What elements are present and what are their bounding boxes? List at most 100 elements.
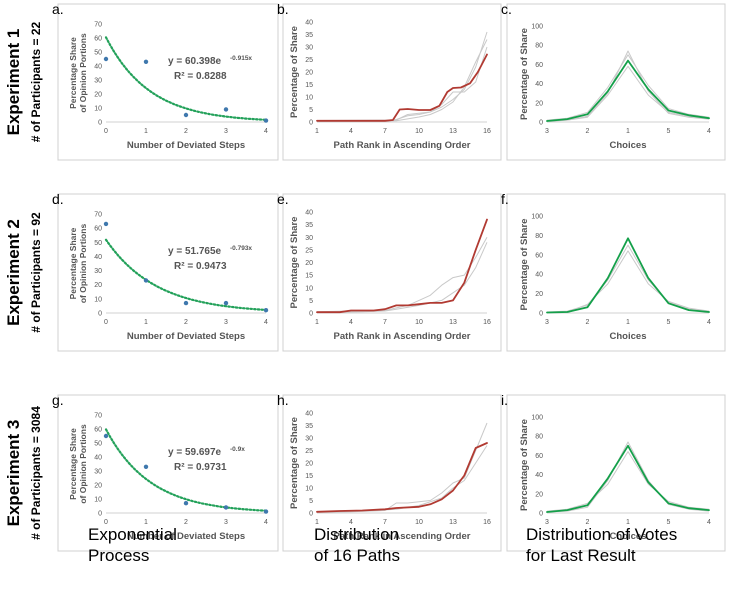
row-label-participants: # of Participants = 92	[29, 212, 43, 333]
ghost-series-line	[316, 39, 488, 122]
data-point	[103, 56, 109, 62]
y-tick-label: 60	[535, 62, 543, 69]
panel-letter: a.	[52, 1, 64, 17]
y-tick-label: 100	[531, 24, 543, 31]
main-series-line	[316, 442, 488, 513]
trend-equation: y = 51.765e	[168, 246, 222, 257]
y-tick-label: 0	[309, 311, 313, 318]
y-tick-label: 70	[94, 22, 102, 29]
y-tick-label: 30	[305, 436, 313, 443]
x-tick-label: 3	[545, 519, 549, 526]
y-tick-label: 40	[535, 472, 543, 479]
y-tick-label: 25	[305, 247, 313, 254]
y-tick-label: 20	[535, 491, 543, 498]
y-tick-label: 0	[539, 311, 543, 318]
y-tick-label: 35	[305, 32, 313, 39]
y-axis-title: Percentage of Share	[519, 419, 530, 511]
x-tick-label: 1	[315, 319, 319, 326]
main-series-line	[546, 444, 710, 513]
x-tick-label: 1	[144, 319, 148, 326]
y-tick-label: 10	[305, 95, 313, 102]
ghost-series-line	[546, 65, 710, 122]
x-axis-title: Number of Deviated Steps	[127, 140, 245, 151]
y-tick-label: 40	[305, 20, 313, 27]
y-tick-label: 20	[305, 70, 313, 77]
y-tick-label: 0	[98, 511, 102, 518]
data-point	[223, 107, 229, 112]
y-tick-label: 80	[535, 434, 543, 441]
x-tick-label: 3	[224, 319, 228, 326]
panel-letter: b.	[277, 1, 289, 17]
x-tick-label: 0	[104, 128, 108, 135]
column-title-1-line-1: Exponential	[88, 525, 177, 544]
trend-exponent: -0.9x	[230, 446, 245, 453]
data-point	[143, 59, 149, 64]
data-point	[183, 300, 189, 306]
x-tick-label: 7	[383, 319, 387, 326]
row-label-experiment: Experiment 1	[4, 29, 23, 136]
trend-equation: y = 59.697e	[168, 447, 222, 458]
r-squared: R² = 0.9473	[174, 261, 227, 272]
y-tick-label: 60	[535, 252, 543, 259]
y-axis-title-line-1: Percentage Share	[68, 37, 78, 109]
x-axis-title: Number of Deviated Steps	[127, 331, 245, 342]
y-tick-label: 10	[94, 497, 102, 504]
data-point	[263, 509, 269, 514]
chart-panel: b. 0 5 10 15 20 25 30 35 40 1 4 7 10 13 16 Path Rank in …	[277, 1, 502, 161]
main-series-line	[546, 59, 710, 122]
ghost-series-line	[546, 441, 710, 513]
y-axis-title-line-2: of Opinion Portions	[78, 424, 88, 504]
y-axis-title-line-2: of Opinion Portions	[78, 224, 88, 304]
y-tick-label: 15	[305, 273, 313, 280]
y-tick-label: 60	[94, 226, 102, 233]
y-axis-title: Percentage of Share	[289, 217, 300, 309]
chart-panel: f. 0 20 40 60 80 100 3 2 1 5 4 Choices Percentage of …	[501, 191, 726, 352]
panel-letter: f.	[501, 191, 509, 207]
y-tick-label: 30	[305, 235, 313, 242]
y-tick-label: 5	[309, 298, 313, 305]
chart-panel: g. 0 10 20 30 40 50 60 70 0 1 2 3 4 Number of Deviated…	[52, 392, 279, 552]
x-axis-title: Number of Deviated Steps	[127, 531, 245, 542]
y-tick-label: 50	[94, 441, 102, 448]
y-tick-label: 0	[309, 511, 313, 518]
data-point	[143, 464, 149, 469]
data-point	[103, 433, 109, 439]
column-title-3-line-1: Distribution of Votes	[526, 525, 678, 544]
data-point	[263, 307, 269, 313]
x-tick-label: 5	[667, 128, 671, 135]
x-tick-label: 10	[415, 128, 423, 135]
panel-letter: i.	[501, 392, 508, 408]
x-tick-label: 2	[586, 319, 590, 326]
x-axis-title: Path Rank in Ascending Order	[334, 331, 471, 342]
trendline	[104, 36, 268, 121]
x-tick-label: 2	[184, 519, 188, 526]
x-tick-label: 7	[383, 519, 387, 526]
x-tick-label: 4	[349, 128, 353, 135]
y-tick-label: 35	[305, 222, 313, 229]
trendline	[104, 238, 268, 311]
y-tick-label: 20	[305, 260, 313, 267]
x-tick-label: 7	[383, 128, 387, 135]
r-squared: R² = 0.8288	[174, 71, 227, 82]
y-tick-label: 70	[94, 212, 102, 219]
x-tick-label: 1	[626, 519, 630, 526]
y-tick-label: 5	[309, 107, 313, 114]
trend-exponent: -0.915x	[230, 55, 252, 62]
panel-letter: g.	[52, 392, 64, 408]
panel-frame	[57, 3, 279, 161]
x-tick-label: 13	[449, 319, 457, 326]
x-tick-label: 16	[483, 519, 491, 526]
x-axis-title: Choices	[610, 531, 647, 542]
y-tick-label: 35	[305, 423, 313, 430]
x-axis-title: Choices	[610, 140, 647, 151]
y-tick-label: 20	[535, 291, 543, 298]
y-tick-label: 60	[535, 453, 543, 460]
y-tick-label: 25	[305, 57, 313, 64]
x-tick-label: 3	[224, 128, 228, 135]
y-tick-label: 60	[94, 36, 102, 43]
y-tick-label: 40	[305, 210, 313, 217]
y-tick-label: 20	[305, 461, 313, 468]
y-tick-label: 10	[305, 285, 313, 292]
y-axis-title-line-2: of Opinion Portions	[78, 33, 88, 113]
